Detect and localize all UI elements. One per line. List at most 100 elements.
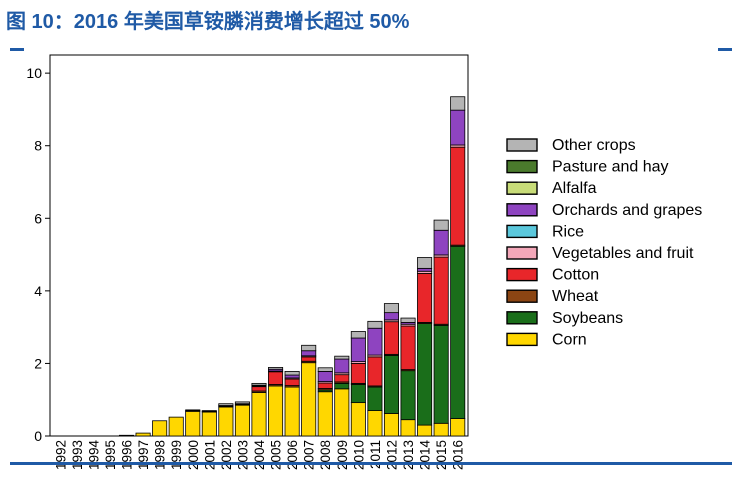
y-tick-label: 2 <box>34 355 42 371</box>
x-tick-label: 2003 <box>235 440 250 470</box>
bar-segment <box>234 401 250 405</box>
bar-segment <box>168 416 184 437</box>
bar-segment <box>152 420 168 437</box>
bar-segment <box>334 355 350 360</box>
x-tick-label: 1999 <box>169 440 184 470</box>
bar-segment <box>268 367 284 370</box>
legend-swatch <box>506 311 538 325</box>
bar-segment <box>383 303 400 314</box>
bar-segment <box>334 374 350 383</box>
x-tick-label: 2014 <box>418 440 433 471</box>
bar-segment <box>185 410 201 437</box>
bar-segment <box>268 385 284 437</box>
legend-swatch <box>506 246 538 260</box>
bar-segment <box>201 411 217 437</box>
bar-segment <box>350 402 366 437</box>
bar-segment <box>400 317 416 323</box>
legend-swatch <box>506 138 538 152</box>
y-tick-label: 0 <box>34 428 42 444</box>
bar-segment <box>284 386 300 437</box>
bar-segment <box>334 358 350 374</box>
x-tick-label: 2015 <box>434 440 449 470</box>
legend-label: Pasture and hay <box>552 159 669 176</box>
bar-segment <box>450 146 466 246</box>
x-tick-label: 2000 <box>186 440 201 470</box>
bar-segment <box>284 374 300 379</box>
bar-segment <box>433 256 449 325</box>
bar-segment <box>383 321 400 355</box>
x-tick-label: 1995 <box>103 440 118 470</box>
x-tick-label: 1997 <box>136 440 151 470</box>
bar-segment <box>301 362 317 437</box>
legend-swatch <box>506 332 538 347</box>
x-tick-label: 2009 <box>335 440 350 470</box>
bar-segment <box>417 267 433 272</box>
bar-segment <box>251 392 267 437</box>
x-tick-label: 2002 <box>219 440 234 470</box>
legend-label: Soybeans <box>552 310 623 327</box>
legend-swatch <box>506 203 538 217</box>
legend-label: Alfalfa <box>552 180 597 197</box>
bar-segment <box>367 320 383 329</box>
bar-segment <box>433 219 449 231</box>
bar-segment <box>400 419 416 437</box>
legend-label: Wheat <box>552 288 599 305</box>
x-tick-label: 1994 <box>86 440 101 471</box>
y-tick-label: 8 <box>34 138 42 154</box>
bar-segment <box>417 323 433 426</box>
x-tick-label: 2004 <box>252 440 267 471</box>
title-rule-left <box>10 48 24 51</box>
bar-segment <box>400 325 416 370</box>
bar-segment <box>350 331 366 339</box>
bar-segment <box>433 229 449 256</box>
bar-segment <box>350 384 366 404</box>
bar-segment <box>301 344 317 352</box>
bar-segment <box>284 378 300 386</box>
bar-segment <box>185 409 201 412</box>
x-tick-label: 2012 <box>384 440 399 470</box>
legend-swatch <box>506 159 538 174</box>
bar-segment <box>350 337 366 363</box>
bar-segment <box>218 403 234 406</box>
bar-segment <box>350 363 366 384</box>
bar-segment <box>417 257 433 269</box>
y-tick-label: 10 <box>26 65 42 81</box>
bar-segment <box>334 388 350 437</box>
bar-segment <box>317 371 333 382</box>
legend-swatch <box>506 224 538 239</box>
bar-segment <box>383 312 400 321</box>
x-tick-label: 2001 <box>202 440 217 470</box>
bar-segment <box>367 327 383 356</box>
bar-segment <box>450 109 466 146</box>
bar-segment <box>201 410 217 412</box>
bar-segment <box>251 382 267 386</box>
y-tick-label: 4 <box>34 283 42 299</box>
bar-segment <box>367 356 383 387</box>
bottom-rule <box>10 462 732 465</box>
title-rule-right <box>718 48 732 51</box>
bar-segment <box>367 410 383 437</box>
bar-segment <box>284 371 300 376</box>
y-tick-label: 6 <box>34 210 42 226</box>
bar-segment <box>383 355 400 414</box>
bar-segment <box>334 382 350 390</box>
x-tick-label: 2007 <box>302 440 317 470</box>
bar-segment <box>433 422 449 437</box>
bar-segment <box>433 324 449 424</box>
x-tick-label: 2005 <box>269 440 284 470</box>
x-tick-label: 2008 <box>318 440 333 470</box>
legend-swatch <box>506 267 538 282</box>
bar-segment <box>400 370 416 421</box>
x-tick-label: 2011 <box>368 440 383 469</box>
legend-label: Cotton <box>552 267 599 284</box>
legend-swatch <box>506 289 538 303</box>
legend-label: Vegetables and fruit <box>552 245 694 262</box>
x-tick-label: 1992 <box>53 440 68 470</box>
x-tick-label: 2010 <box>351 440 366 470</box>
bar-segment <box>367 386 383 411</box>
bar-segment <box>317 367 333 372</box>
legend-label: Corn <box>552 331 587 348</box>
bar-segment <box>268 371 284 385</box>
x-tick-label: 2013 <box>401 440 416 470</box>
